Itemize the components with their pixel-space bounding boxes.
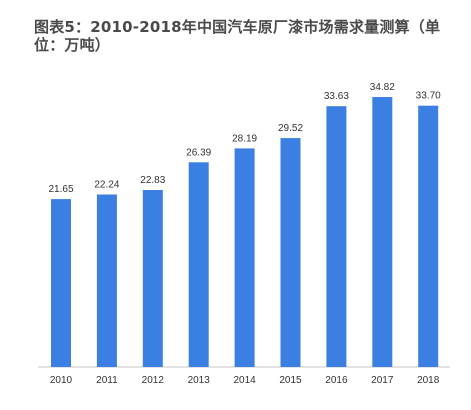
x-tick-label-2014: 2014 — [233, 375, 256, 386]
value-label-2011: 22.24 — [94, 180, 119, 191]
bar-2018 — [418, 105, 439, 367]
value-labels-group: 21.65 22.24 22.83 26.39 28.19 29.52 33.63 34.82… — [48, 82, 441, 195]
x-tick-label-2010: 2010 — [50, 375, 73, 386]
bar-2013 — [188, 162, 209, 367]
x-tick-label-2017: 2017 — [371, 375, 394, 386]
x-tick-label-2015: 2015 — [279, 375, 302, 386]
bar-2017 — [372, 97, 393, 367]
value-label-2012: 22.83 — [140, 175, 165, 186]
x-tick-label-2016: 2016 — [325, 375, 348, 386]
x-tick-labels-group: 2010 2011 2012 2013 2014 2015 2016 2017 2018 — [50, 375, 440, 386]
x-tick-label-2012: 2012 — [142, 375, 165, 386]
bar-2010 — [51, 199, 71, 367]
bar-2012 — [142, 190, 163, 367]
bar-2016 — [326, 106, 347, 367]
value-label-2018: 33.70 — [416, 91, 441, 102]
value-label-2010: 21.65 — [48, 184, 73, 195]
x-tick-label-2018: 2018 — [417, 375, 440, 386]
value-label-2014: 28.19 — [232, 133, 257, 144]
bar-2014 — [234, 148, 255, 367]
bars-group — [51, 97, 439, 367]
chart-title: 图表5：2010-2018年中国汽车原厂漆市场需求量测算（单位：万吨） — [34, 18, 441, 54]
value-label-2017: 34.82 — [370, 82, 395, 93]
x-tick-label-2011: 2011 — [96, 375, 118, 386]
value-label-2015: 29.52 — [278, 123, 303, 134]
bar-2015 — [280, 138, 301, 367]
value-label-2016: 33.63 — [324, 91, 349, 102]
value-label-2013: 26.39 — [186, 147, 211, 158]
x-tick-label-2013: 2013 — [188, 375, 211, 386]
bar-2011 — [96, 194, 117, 367]
